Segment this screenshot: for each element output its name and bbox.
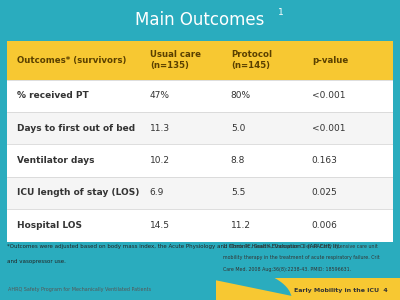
Text: 8.8: 8.8	[231, 156, 245, 165]
Text: and vasopressor use.: and vasopressor use.	[7, 259, 66, 263]
Text: 6.9: 6.9	[150, 188, 164, 197]
Text: Early Mobility in the ICU  4: Early Mobility in the ICU 4	[294, 288, 388, 293]
Text: 5.0: 5.0	[231, 124, 245, 133]
Bar	[7, 112, 393, 144]
Text: Main Outcomes: Main Outcomes	[135, 11, 265, 29]
Text: <0.001: <0.001	[312, 124, 345, 133]
Text: 11.3: 11.3	[150, 124, 170, 133]
Text: 1. Morris PE, Goad A, Thompson C, et al. Early intensive care unit: 1. Morris PE, Goad A, Thompson C, et al.…	[223, 244, 378, 249]
Text: Protocol
(n=145): Protocol (n=145)	[231, 50, 272, 70]
Text: *Outcomes were adjusted based on body mass index, the Acute Physiology and Chron: *Outcomes were adjusted based on body ma…	[7, 244, 340, 249]
Text: Usual care
(n=135): Usual care (n=135)	[150, 50, 201, 70]
Text: AHRQ Safety Program for Mechanically Ventilated Patients: AHRQ Safety Program for Mechanically Ven…	[8, 287, 151, 292]
Text: 47%: 47%	[150, 92, 170, 100]
Text: Care Med. 2008 Aug;36(8):2238-43. PMID: 18596631.: Care Med. 2008 Aug;36(8):2238-43. PMID: …	[223, 267, 351, 272]
Text: % received PT: % received PT	[17, 92, 88, 100]
Text: ICU length of stay (LOS): ICU length of stay (LOS)	[17, 188, 139, 197]
Text: mobility therapy in the treatment of acute respiratory failure. Crit: mobility therapy in the treatment of acu…	[223, 255, 380, 260]
Bar	[216, 278, 400, 300]
Text: <0.001: <0.001	[312, 92, 345, 100]
Bar	[7, 177, 393, 209]
Bar	[7, 40, 393, 80]
Text: 0.006: 0.006	[312, 221, 338, 230]
Bar	[7, 80, 393, 112]
Text: 0.025: 0.025	[312, 188, 338, 197]
Text: 14.5: 14.5	[150, 221, 170, 230]
Polygon shape	[0, 266, 292, 296]
Text: 1: 1	[278, 8, 284, 16]
Bar	[7, 209, 393, 242]
Text: 10.2: 10.2	[150, 156, 170, 165]
Text: Hospital LOS: Hospital LOS	[17, 221, 82, 230]
Text: Ventilator days: Ventilator days	[17, 156, 94, 165]
Text: 5.5: 5.5	[231, 188, 245, 197]
Text: Outcomes* (survivors): Outcomes* (survivors)	[17, 56, 126, 64]
Text: Days to first out of bed: Days to first out of bed	[17, 124, 135, 133]
Text: 11.2: 11.2	[231, 221, 251, 230]
Text: 0.163: 0.163	[312, 156, 338, 165]
Text: p-value: p-value	[312, 56, 348, 64]
Bar	[7, 144, 393, 177]
Text: 80%: 80%	[231, 92, 251, 100]
